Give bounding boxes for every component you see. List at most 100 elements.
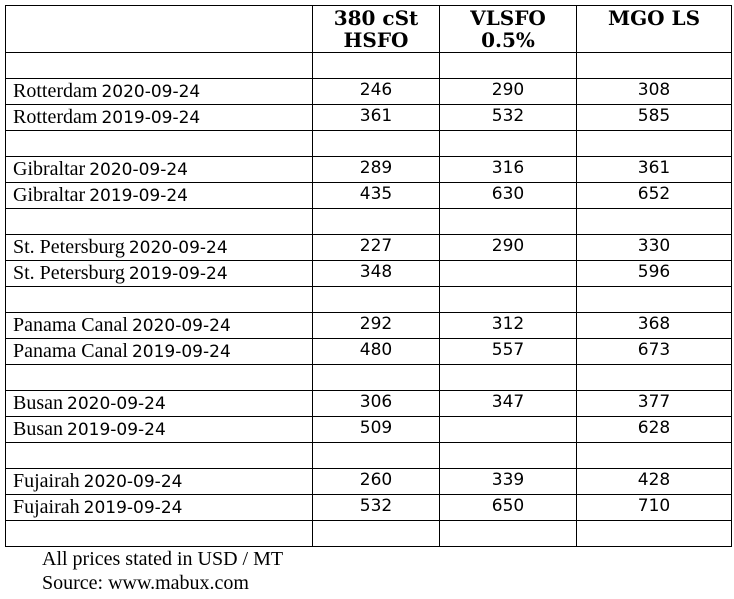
price-date: 2019-09-24 <box>89 186 188 206</box>
empty-cell <box>439 208 577 235</box>
vlsfo-price-cell: 290 <box>439 234 577 261</box>
empty-cell <box>5 208 313 235</box>
port-name: Busan <box>13 418 63 440</box>
empty-cell <box>439 364 577 391</box>
empty-cell <box>312 208 440 235</box>
location-cell: Rotterdam 2020-09-24 <box>5 78 313 105</box>
table-row: Rotterdam 2019-09-24 361 532 585 <box>5 104 732 131</box>
hsfo-price-cell: 227 <box>312 234 440 261</box>
price-date: 2019-09-24 <box>67 420 166 440</box>
port-name: Fujairah <box>13 470 80 492</box>
hsfo-price-cell: 260 <box>312 468 440 495</box>
header-location <box>5 5 313 53</box>
header-mgo: MGO LS <box>576 5 732 53</box>
port-name: Busan <box>13 392 63 414</box>
mgo-price-cell: 710 <box>576 494 732 521</box>
vlsfo-price-cell <box>439 416 577 443</box>
table-row: Gibraltar 2019-09-24 435 630 652 <box>5 182 732 209</box>
empty-cell <box>5 286 313 313</box>
price-date: 2020-09-24 <box>128 238 228 258</box>
vlsfo-price-cell: 557 <box>439 338 577 365</box>
spacer-row <box>5 286 732 313</box>
location-cell: Busan 2019-09-24 <box>5 416 313 443</box>
empty-cell <box>312 442 440 469</box>
empty-cell <box>576 364 732 391</box>
spacer-row <box>5 52 732 79</box>
table-row: St. Petersburg 2020-09-24 227 290 330 <box>5 234 732 261</box>
hsfo-price-cell: 509 <box>312 416 440 443</box>
empty-cell <box>5 442 313 469</box>
empty-cell <box>576 520 732 547</box>
spacer-row <box>5 520 732 547</box>
spacer-row <box>5 130 732 157</box>
hsfo-price-cell: 348 <box>312 260 440 287</box>
empty-cell <box>576 442 732 469</box>
empty-cell <box>576 52 732 79</box>
table-row: Rotterdam 2020-09-24 246 290 308 <box>5 78 732 105</box>
price-date: 2020-09-24 <box>83 472 183 492</box>
empty-cell <box>312 52 440 79</box>
empty-cell <box>312 286 440 313</box>
price-date: 2020-09-24 <box>89 160 188 180</box>
price-date: 2020-09-24 <box>67 394 166 414</box>
location-cell: Panama Canal 2019-09-24 <box>5 338 313 365</box>
hsfo-price-cell: 435 <box>312 182 440 209</box>
price-date: 2020-09-24 <box>101 82 201 102</box>
hsfo-price-cell: 532 <box>312 494 440 521</box>
hsfo-price-cell: 306 <box>312 390 440 417</box>
vlsfo-price-cell: 312 <box>439 312 577 339</box>
price-date: 2019-09-24 <box>83 498 183 518</box>
table-row: Busan 2019-09-24 509 628 <box>5 416 732 443</box>
empty-cell <box>312 130 440 157</box>
empty-cell <box>5 364 313 391</box>
mgo-price-cell: 673 <box>576 338 732 365</box>
price-date: 2019-09-24 <box>131 342 231 362</box>
port-name: St. Petersburg <box>13 262 125 284</box>
vlsfo-price-cell: 630 <box>439 182 577 209</box>
empty-cell <box>312 364 440 391</box>
hsfo-price-cell: 361 <box>312 104 440 131</box>
location-cell: Fujairah 2020-09-24 <box>5 468 313 495</box>
spacer-row <box>5 364 732 391</box>
vlsfo-price-cell: 532 <box>439 104 577 131</box>
table-row: Gibraltar 2020-09-24 289 316 361 <box>5 156 732 183</box>
source-note: Source: www.mabux.com <box>42 572 249 594</box>
vlsfo-price-cell: 339 <box>439 468 577 495</box>
location-cell: Gibraltar 2020-09-24 <box>5 156 313 183</box>
mgo-price-cell: 596 <box>576 260 732 287</box>
table-body: Rotterdam 2020-09-24 246 290 308 Rotterdam 2… <box>5 52 732 547</box>
port-name: Panama Canal <box>13 340 128 362</box>
mgo-price-cell: 361 <box>576 156 732 183</box>
spacer-row <box>5 208 732 235</box>
mgo-price-cell: 368 <box>576 312 732 339</box>
spacer-row <box>5 442 732 469</box>
port-name: St. Petersburg <box>13 236 125 258</box>
empty-cell <box>439 286 577 313</box>
vlsfo-price-cell: 347 <box>439 390 577 417</box>
location-cell: Gibraltar 2019-09-24 <box>5 182 313 209</box>
port-name: Panama Canal <box>13 314 128 336</box>
location-cell: St. Petersburg 2019-09-24 <box>5 260 313 287</box>
table-row: Busan 2020-09-24 306 347 377 <box>5 390 732 417</box>
empty-cell <box>439 442 577 469</box>
table-notes: All prices stated in USD / MT Source: ww… <box>42 547 283 595</box>
port-name: Rotterdam <box>13 106 98 128</box>
mgo-price-cell: 330 <box>576 234 732 261</box>
location-cell: Fujairah 2019-09-24 <box>5 494 313 521</box>
empty-cell <box>439 520 577 547</box>
table-row: Fujairah 2019-09-24 532 650 710 <box>5 494 732 521</box>
header-hsfo: 380 cSt HSFO <box>312 5 440 53</box>
empty-cell <box>576 286 732 313</box>
price-date: 2019-09-24 <box>101 108 201 128</box>
location-cell: Busan 2020-09-24 <box>5 390 313 417</box>
vlsfo-price-cell: 316 <box>439 156 577 183</box>
price-date: 2020-09-24 <box>131 316 231 336</box>
empty-cell <box>5 52 313 79</box>
hsfo-price-cell: 289 <box>312 156 440 183</box>
table-row: Fujairah 2020-09-24 260 339 428 <box>5 468 732 495</box>
hsfo-price-cell: 480 <box>312 338 440 365</box>
empty-cell <box>576 130 732 157</box>
mgo-price-cell: 652 <box>576 182 732 209</box>
table-row: Panama Canal 2019-09-24 480 557 673 <box>5 338 732 365</box>
mgo-price-cell: 308 <box>576 78 732 105</box>
